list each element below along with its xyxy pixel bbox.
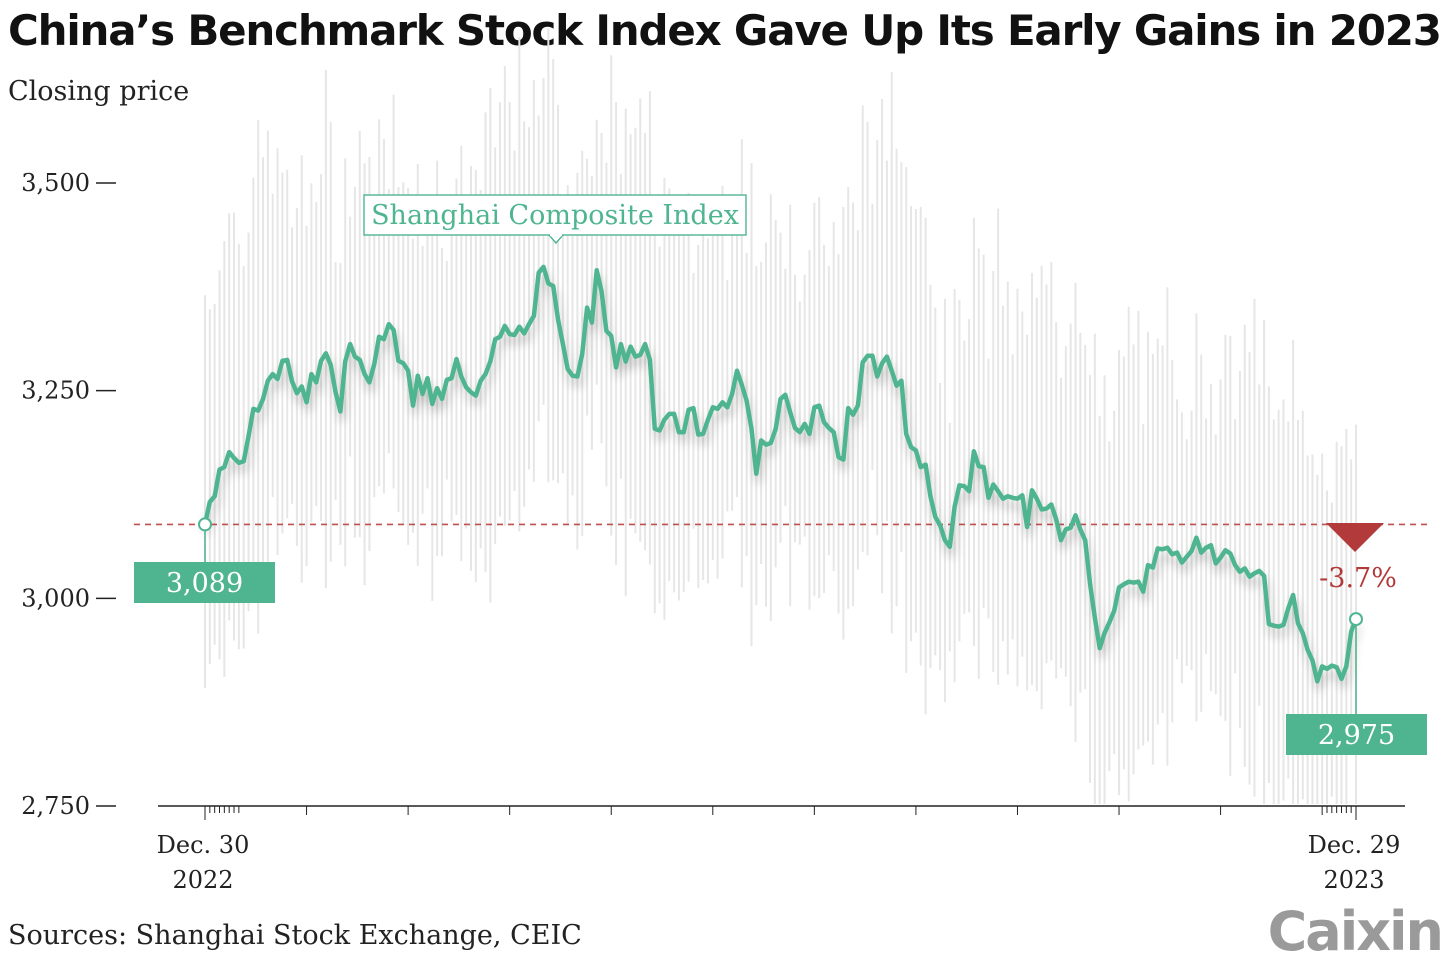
start-value-label: 3,089 [166,568,243,599]
series-label: Shanghai Composite Index [371,200,739,231]
range-bars [204,28,1357,804]
change-label: -3.7% [1319,563,1397,594]
series-line-shanghai-composite [202,264,1359,684]
y-tick-label: 2,750 [21,792,90,820]
series-line-group [202,264,1359,684]
end-value-label: 2,975 [1318,720,1395,751]
y-tick-label: 3,000 [21,584,90,612]
y-axis-label: Closing price [8,76,190,107]
x-start-label-line1: Dec. 30 [157,831,250,859]
caixin-logo: Caixin [1267,900,1444,963]
axes: 2,750 3,000 3,250 3,500 Dec. 30 2022 Dec. 29 20… [21,169,1405,894]
chart-title: China’s Benchmark Stock Index Gave Up It… [8,6,1442,55]
decline-triangle-icon [1326,523,1384,552]
series-label-box [363,194,747,236]
y-tick-label: 3,500 [21,169,90,197]
x-start-label-line2: 2022 [172,866,233,894]
x-end-label-line1: Dec. 29 [1308,831,1401,859]
y-tick-label: 3,250 [21,377,90,405]
start-value-box [134,562,275,603]
end-value-box [1286,714,1427,755]
x-end-label-line2: 2023 [1323,866,1384,894]
start-point-marker [198,517,212,532]
source-note: Sources: Shanghai Stock Exchange, CEIC [8,920,582,951]
annotations: Shanghai Composite Index 3,089 2,975 -3.7% [134,194,1427,755]
end-point-marker [1349,612,1363,627]
series-label-pointer [548,234,564,245]
